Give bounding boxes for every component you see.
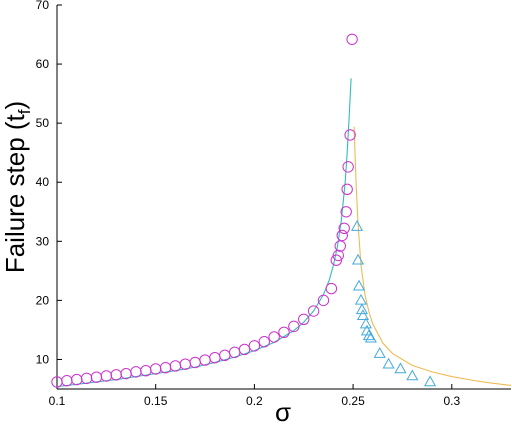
circle-data-point — [228, 346, 241, 359]
circle-data-point — [278, 326, 290, 338]
y-tick-label: 70 — [36, 0, 50, 12]
series-markers — [51, 33, 437, 388]
circle-data-point — [268, 331, 280, 343]
triangle-data-point — [354, 293, 368, 305]
circle-data-point — [342, 161, 354, 173]
circle-data-point — [189, 356, 201, 369]
y-tick-label: 30 — [36, 234, 50, 248]
triangle-data-point — [382, 357, 395, 369]
circle-data-point — [120, 367, 132, 380]
y-axis-label-sub: f — [15, 109, 34, 114]
triangle-data-point — [364, 331, 377, 343]
y-ticks: 10 20 30 40 50 60 70 — [36, 0, 62, 366]
circle-data-point — [341, 183, 353, 196]
y-tick-label: 60 — [36, 57, 50, 71]
circle-data-point — [344, 129, 356, 141]
circle-data-point — [298, 313, 310, 325]
circle-data-point — [340, 206, 352, 218]
y-tick-label: 10 — [36, 352, 50, 366]
circle-data-point — [307, 305, 320, 317]
triangle-data-point — [355, 303, 369, 315]
circle-data-point — [209, 351, 221, 364]
triangle-data-point — [362, 329, 375, 341]
triangle-data-point — [373, 347, 386, 358]
circle-data-point — [179, 358, 192, 370]
y-tick-label: 40 — [36, 175, 50, 189]
circle-data-point — [346, 33, 358, 45]
triangle-data-point — [350, 220, 364, 231]
triangle-data-point — [352, 279, 366, 291]
y-tick-label: 20 — [36, 293, 50, 307]
triangle-data-point — [351, 253, 365, 265]
fit-curve-line — [56, 78, 352, 388]
circle-data-point — [325, 282, 338, 295]
circle-data-point — [159, 362, 172, 374]
circle-data-point — [80, 372, 93, 385]
circle-data-point — [169, 360, 182, 372]
circle-data-point — [332, 249, 344, 262]
circle-data-point — [258, 336, 270, 348]
triangle-data-point — [406, 369, 419, 381]
circle-data-point — [140, 364, 152, 377]
x-tick-label: 0.25 — [341, 394, 365, 408]
plot-area: 0.1 0.15 0.2 0.25 0.3 10 20 30 40 50 60 70 — [36, 0, 512, 408]
x-tick-label: 0.15 — [144, 394, 168, 408]
x-ticks: 0.1 0.15 0.2 0.25 0.3 — [49, 384, 460, 408]
circle-data-point — [71, 373, 83, 386]
y-axis-label-main: Failure step (t — [0, 113, 30, 273]
circle-data-point — [199, 354, 211, 366]
series-lines — [56, 78, 512, 388]
circle-data-point — [130, 366, 142, 378]
x-tick-label: 0.1 — [49, 394, 66, 408]
circle-data-point — [330, 254, 343, 266]
circle-data-point — [336, 229, 348, 242]
circle-data-point — [238, 343, 251, 356]
triangle-data-point — [356, 309, 370, 321]
triangle-data-point — [424, 375, 437, 387]
y-axis-label: Failure step (tf) — [0, 101, 34, 273]
x-tick-label: 0.3 — [443, 394, 460, 408]
fit-curve-line — [353, 126, 512, 387]
circle-data-point — [248, 340, 261, 352]
triangle-data-point — [360, 324, 373, 336]
circle-data-point — [334, 240, 346, 252]
circle-data-point — [219, 349, 231, 362]
triangle-data-point — [394, 362, 407, 374]
circle-data-point — [317, 294, 330, 307]
circle-data-point — [100, 370, 113, 382]
circle-data-point — [288, 320, 300, 333]
y-tick-label: 50 — [36, 116, 50, 130]
x-axis-label: σ — [275, 397, 291, 427]
x-tick-label: 0.2 — [246, 394, 263, 408]
circle-data-point — [338, 222, 350, 235]
circle-data-point — [110, 369, 122, 381]
circle-data-point — [90, 371, 103, 383]
circle-data-point — [149, 363, 162, 375]
circle-data-point — [61, 375, 73, 387]
y-axis-label-close: ) — [0, 101, 30, 110]
